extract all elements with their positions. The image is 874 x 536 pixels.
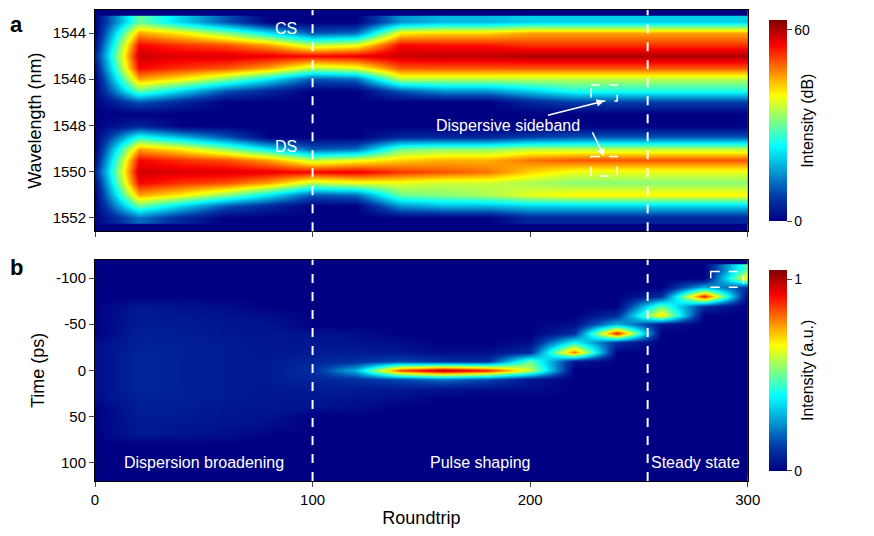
svg-text:100: 100 (61, 454, 86, 471)
svg-text:Roundtrip: Roundtrip (382, 508, 460, 528)
svg-text:Intensity (dB): Intensity (dB) (799, 74, 816, 168)
svg-text:1: 1 (794, 271, 802, 287)
svg-text:Dispersion broadening: Dispersion broadening (124, 454, 284, 471)
svg-text:CS: CS (275, 20, 297, 37)
svg-text:Steady state: Steady state (651, 454, 740, 471)
svg-text:Pulse shaping: Pulse shaping (430, 454, 531, 471)
svg-text:100: 100 (300, 491, 325, 508)
svg-text:0: 0 (794, 463, 802, 479)
svg-text:1550: 1550 (53, 163, 86, 180)
svg-text:b: b (10, 255, 23, 280)
svg-text:-50: -50 (64, 315, 86, 332)
svg-text:-100: -100 (56, 269, 86, 286)
svg-text:Dispersive sideband: Dispersive sideband (436, 117, 580, 134)
svg-text:200: 200 (518, 491, 543, 508)
svg-text:Intensity (a.u.): Intensity (a.u.) (799, 320, 816, 421)
svg-text:a: a (10, 12, 23, 37)
svg-text:1544: 1544 (53, 24, 86, 41)
svg-text:60: 60 (794, 22, 810, 38)
svg-text:0: 0 (78, 362, 86, 379)
svg-text:DS: DS (275, 138, 297, 155)
svg-text:1552: 1552 (53, 209, 86, 226)
svg-text:0: 0 (91, 491, 99, 508)
svg-text:1548: 1548 (53, 117, 86, 134)
svg-text:1546: 1546 (53, 70, 86, 87)
svg-text:Time (ps): Time (ps) (28, 333, 48, 408)
svg-text:Wavelength (nm): Wavelength (nm) (25, 52, 45, 188)
svg-text:300: 300 (735, 491, 760, 508)
svg-text:50: 50 (69, 408, 86, 425)
svg-text:0: 0 (794, 213, 802, 229)
